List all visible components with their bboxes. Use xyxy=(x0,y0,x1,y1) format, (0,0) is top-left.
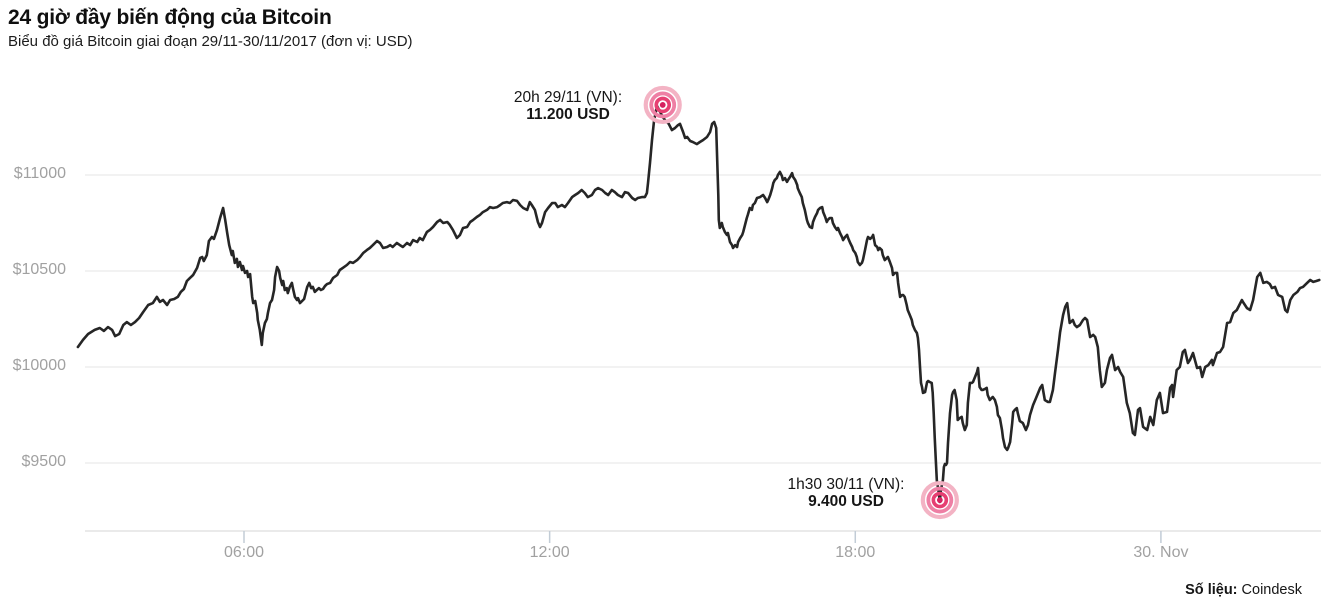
trough-annotation: 1h30 30/11 (VN): 9.400 USD xyxy=(761,477,931,511)
x-axis-label: 06:00 xyxy=(223,544,265,561)
trough-annotation-time: 1h30 30/11 (VN): xyxy=(787,476,905,493)
x-axis-label: 12:00 xyxy=(529,544,570,561)
x-axis-label: 18:00 xyxy=(835,544,876,561)
source-value: Coindesk xyxy=(1241,582,1302,598)
y-axis-label: $11000 xyxy=(13,165,66,182)
data-source: Số liệu: Coindesk xyxy=(1185,582,1302,598)
bullseye-ring xyxy=(649,91,677,119)
bullseye-dot xyxy=(936,497,943,503)
peak-bullseye-icon xyxy=(643,85,682,125)
trough-annotation-price: 9.400 USD xyxy=(808,493,884,510)
trough-bullseye-icon xyxy=(920,480,959,520)
price-line xyxy=(76,104,1321,504)
page-title: 24 giờ đầy biến động của Bitcoin xyxy=(8,6,332,29)
peak-annotation: 20h 29/11 (VN): 11.200 USD xyxy=(483,90,653,124)
y-axis-label: $10500 xyxy=(12,261,66,278)
bullseye-ring xyxy=(920,480,959,520)
bullseye-ring xyxy=(643,85,682,125)
bullseye-dot xyxy=(659,102,666,108)
peak-annotation-time: 20h 29/11 (VN): xyxy=(513,89,623,106)
y-axis-label: $10000 xyxy=(12,357,66,374)
bullseye-ring xyxy=(926,486,954,514)
bullseye-ring xyxy=(931,491,949,509)
header: 24 giờ đầy biến động của Bitcoin Biểu đồ… xyxy=(8,5,413,51)
source-label: Số liệu: xyxy=(1185,582,1238,598)
bullseye-ring xyxy=(654,96,672,114)
y-axis-label: $9500 xyxy=(21,453,67,470)
x-axis-label: 30. Nov xyxy=(1133,544,1189,561)
page-subtitle: Biểu đồ giá Bitcoin giai đoạn 29/11-30/1… xyxy=(8,33,413,50)
peak-annotation-price: 11.200 USD xyxy=(526,106,610,123)
